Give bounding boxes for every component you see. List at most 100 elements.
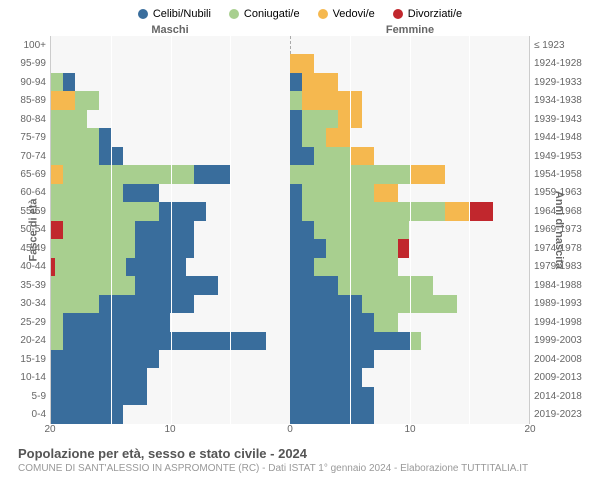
- pyramid-row: [51, 202, 529, 220]
- bar-segment: [374, 184, 398, 202]
- bar-segment: [51, 165, 63, 183]
- bar-segment: [63, 332, 266, 350]
- bar-segment: [290, 147, 314, 165]
- legend-label: Coniugati/e: [244, 8, 300, 20]
- bar-segment: [445, 202, 469, 220]
- bar-segment: [290, 128, 302, 146]
- age-label: 15-19: [0, 350, 46, 368]
- legend-swatch: [318, 9, 328, 19]
- age-label: 85-89: [0, 91, 46, 109]
- bar-segment: [126, 258, 186, 276]
- pyramid-row: [51, 276, 529, 294]
- bar-segment: [51, 128, 99, 146]
- birth-year-label: 1964-1968: [534, 202, 600, 220]
- pyramid-row: [51, 91, 529, 109]
- x-tick: 20: [44, 424, 55, 435]
- bar-segment: [51, 239, 135, 257]
- bar-segment: [290, 239, 326, 257]
- pyramid-row: [51, 221, 529, 239]
- bar-segment: [469, 202, 493, 220]
- bar-segment: [51, 405, 123, 423]
- birth-year-label: 1984-1988: [534, 276, 600, 294]
- pyramid-row: [51, 73, 529, 91]
- male-header: Maschi: [50, 24, 290, 36]
- bar-segment: [314, 221, 410, 239]
- x-tick: 10: [164, 424, 175, 435]
- bar-segment: [302, 110, 338, 128]
- bar-segment: [99, 128, 111, 146]
- bar-segment: [51, 295, 99, 313]
- bar-segment: [290, 258, 314, 276]
- birth-year-label: 1994-1998: [534, 313, 600, 331]
- grid-line: [469, 36, 470, 424]
- x-tick: 10: [404, 424, 415, 435]
- birth-year-label: 1949-1953: [534, 147, 600, 165]
- pyramid-row: [51, 128, 529, 146]
- bar-segment: [63, 313, 171, 331]
- age-label: 80-84: [0, 110, 46, 128]
- bar-segment: [290, 368, 362, 386]
- pyramid-row: [51, 350, 529, 368]
- pyramid-row: [51, 258, 529, 276]
- birth-year-label: 1944-1948: [534, 128, 600, 146]
- bar-segment: [159, 202, 207, 220]
- bar-segment: [290, 276, 338, 294]
- age-label: 20-24: [0, 332, 46, 350]
- age-label: 75-79: [0, 128, 46, 146]
- legend-item: Vedovi/e: [318, 8, 375, 20]
- x-axis: 201001020: [0, 424, 600, 440]
- grid-line: [111, 36, 112, 424]
- female-header: Femmine: [290, 24, 530, 36]
- pyramid-row: [51, 36, 529, 54]
- legend-swatch: [138, 9, 148, 19]
- birth-year-label: 1974-1978: [534, 239, 600, 257]
- chart-subtitle: COMUNE DI SANT'ALESSIO IN ASPROMONTE (RC…: [18, 461, 600, 474]
- bar-segment: [290, 221, 314, 239]
- plot-area: Fasce di età Anni di nascita 100+95-9990…: [0, 36, 600, 424]
- pyramid-row: [51, 147, 529, 165]
- bar-segment: [51, 110, 87, 128]
- bar-segment: [290, 110, 302, 128]
- birth-year-label: 1934-1938: [534, 91, 600, 109]
- bar-segment: [55, 258, 127, 276]
- birth-year-label: 2004-2008: [534, 350, 600, 368]
- age-label: 25-29: [0, 313, 46, 331]
- age-label: 5-9: [0, 387, 46, 405]
- x-tick: 20: [524, 424, 535, 435]
- legend-swatch: [393, 9, 403, 19]
- pyramid-row: [51, 54, 529, 72]
- y-left-axis-title: Fasce di età: [27, 199, 39, 262]
- legend-item: Coniugati/e: [229, 8, 300, 20]
- birth-year-label: 1979-1983: [534, 258, 600, 276]
- bar-segment: [302, 128, 326, 146]
- legend: Celibi/NubiliConiugati/eVedovi/eDivorzia…: [0, 0, 600, 24]
- pyramid-row: [51, 295, 529, 313]
- birth-year-label: 1969-1973: [534, 221, 600, 239]
- bar-segment: [194, 165, 230, 183]
- bar-segment: [290, 91, 302, 109]
- bar-segment: [290, 295, 362, 313]
- age-label: 70-74: [0, 147, 46, 165]
- age-label: 95-99: [0, 54, 46, 72]
- bar-segment: [302, 184, 374, 202]
- bar-segment: [290, 54, 314, 72]
- legend-label: Vedovi/e: [333, 8, 375, 20]
- bar-segment: [290, 405, 374, 423]
- birth-year-label: 1924-1928: [534, 54, 600, 72]
- bar-segment: [314, 147, 350, 165]
- bar-segment: [410, 165, 446, 183]
- pyramid-row: [51, 165, 529, 183]
- birth-year-label: 1999-2003: [534, 332, 600, 350]
- age-label: 65-69: [0, 165, 46, 183]
- bar-segment: [338, 276, 434, 294]
- age-label: 10-14: [0, 368, 46, 386]
- y-right-axis-title: Anni di nascita: [553, 191, 565, 269]
- bar-segment: [51, 202, 159, 220]
- birth-year-label: 2009-2013: [534, 368, 600, 386]
- birth-year-label: 1989-1993: [534, 295, 600, 313]
- legend-item: Divorziati/e: [393, 8, 462, 20]
- age-label: 30-34: [0, 295, 46, 313]
- bar-segment: [302, 202, 445, 220]
- bar-segment: [326, 128, 350, 146]
- pyramid-row: [51, 368, 529, 386]
